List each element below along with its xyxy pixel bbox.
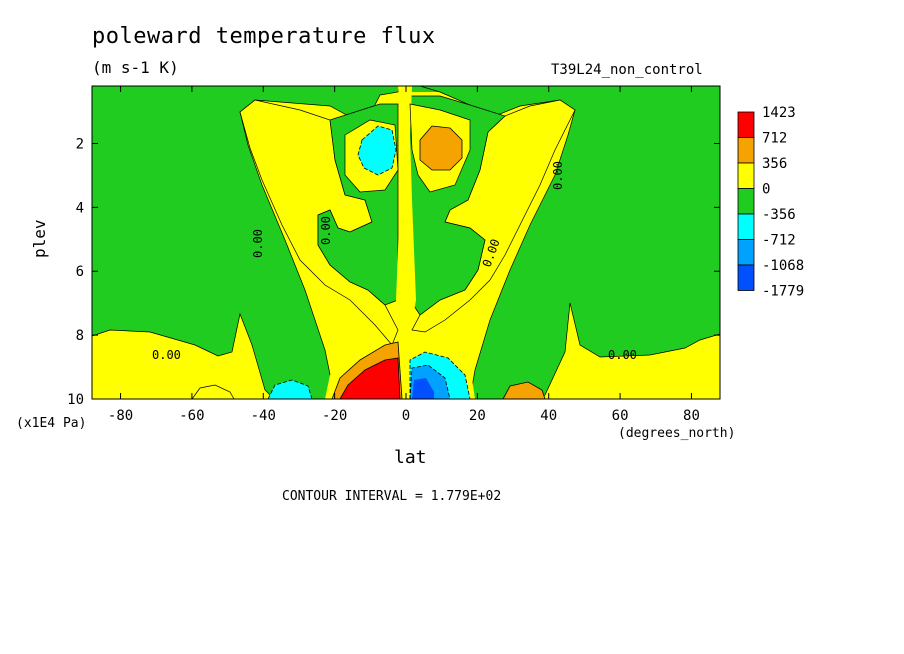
fill-yellow-equator: [396, 86, 416, 345]
y-tick-label: 10: [67, 392, 84, 408]
contour-label: 0.00: [251, 229, 265, 258]
x-tick-label: -60: [179, 408, 204, 424]
colorbar-label: 356: [762, 156, 787, 172]
y-tick-label: 8: [76, 328, 84, 344]
contour-line-lower-left: [191, 384, 235, 400]
fill-orange-upper: [419, 125, 463, 171]
colorbar-swatch: [737, 239, 755, 266]
y-tick-label: 6: [76, 264, 84, 280]
run-label: T39L24_non_control: [551, 62, 703, 78]
y-tick-label: 4: [76, 200, 84, 216]
fill-cyan-upper: [357, 125, 397, 176]
x-tick-label: 80: [683, 408, 700, 424]
x-tick-label: -80: [108, 408, 133, 424]
fill-cyan-lower-left: [267, 379, 313, 400]
x-tick-label: 60: [612, 408, 629, 424]
colorbar-swatch: [737, 162, 755, 189]
x-tick-label: 40: [540, 408, 557, 424]
colorbar-swatch: [737, 213, 755, 240]
fill-darkblue-lower-right: [412, 378, 434, 399]
contour-interval-note: CONTOUR INTERVAL = 1.779E+02: [282, 489, 502, 504]
contour-label: 0.00: [319, 216, 333, 245]
colorbar-swatch: [737, 111, 755, 138]
colorbar-label: 1423: [762, 105, 796, 121]
x-axis-label: lat: [394, 447, 427, 468]
axes: -80 -60 -40 -20 0 20 40 60 80 2 4 6 8 10: [67, 86, 720, 424]
colorbar-label: -1779: [762, 284, 804, 300]
colorbar-label: -712: [762, 233, 796, 249]
plot-area: 0.00 0.00 0.00 0.00 0.00 0.00: [91, 85, 721, 400]
colorbar-swatch: [737, 188, 755, 215]
x-tick-label: -20: [322, 408, 347, 424]
x-axis-unit-label: (degrees_north): [618, 426, 736, 441]
colorbar-label: -356: [762, 207, 796, 223]
x-tick-label: 0: [402, 408, 410, 424]
x-tick-label: 20: [469, 408, 486, 424]
colorbar-label: -1068: [762, 258, 804, 274]
colorbar-swatch: [737, 264, 755, 291]
chart-title: poleward temperature flux: [92, 24, 436, 49]
chart-units: (m s-1 K): [92, 58, 179, 77]
contour-label: 0.00: [551, 161, 565, 190]
colorbar-label: 712: [762, 131, 787, 147]
colorbar-label: 0: [762, 182, 770, 198]
contour-label: 0.00: [152, 348, 181, 362]
y-tick-label: 2: [76, 136, 84, 152]
contour-label: 0.00: [608, 348, 637, 362]
y-axis-scale-label: (x1E4 Pa): [16, 416, 87, 431]
colorbar-swatch: [737, 137, 755, 164]
x-tick-label: -40: [251, 408, 276, 424]
colorbar: 1423 712 356 0 -356 -712 -1068 -1779: [737, 105, 804, 300]
